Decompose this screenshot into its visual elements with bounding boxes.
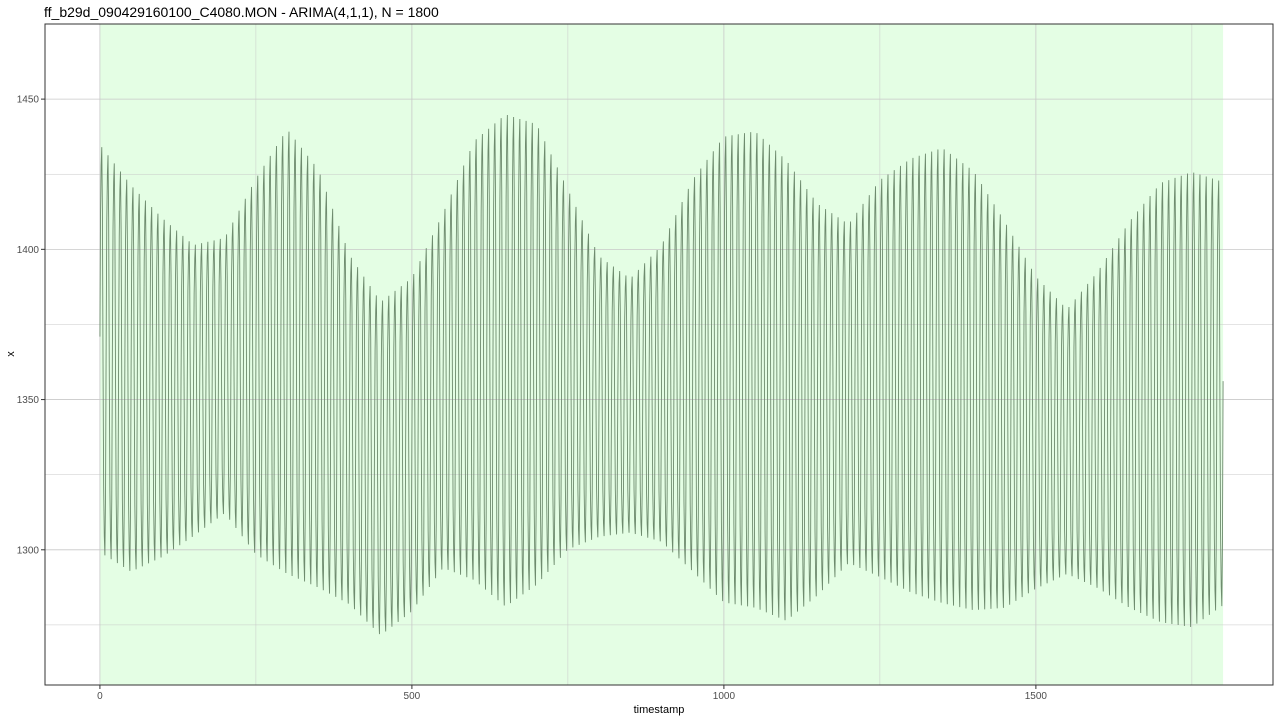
y-tick-label: 1450	[17, 95, 40, 106]
series-group	[99, 114, 1224, 635]
x-tick-label: 0	[97, 691, 103, 702]
x-tick-label: 500	[404, 691, 421, 702]
x-axis-title: timestamp	[634, 704, 685, 716]
x-tick-label: 1500	[1025, 691, 1048, 702]
y-tick-label: 1350	[17, 395, 40, 406]
y-tick-label: 1400	[17, 245, 40, 256]
y-axis: 1300 1350 1400 1450	[17, 95, 45, 556]
chart-title: ff_b29d_090429160100_C4080.MON - ARIMA(4…	[44, 4, 439, 20]
x-axis: 0 500 1000 1500	[97, 685, 1047, 702]
panel-border	[44, 23, 1274, 686]
x-tick-label: 1000	[713, 691, 736, 702]
series-line	[99, 114, 1224, 635]
y-axis-title: x	[5, 351, 17, 357]
y-tick-label: 1300	[17, 545, 40, 556]
